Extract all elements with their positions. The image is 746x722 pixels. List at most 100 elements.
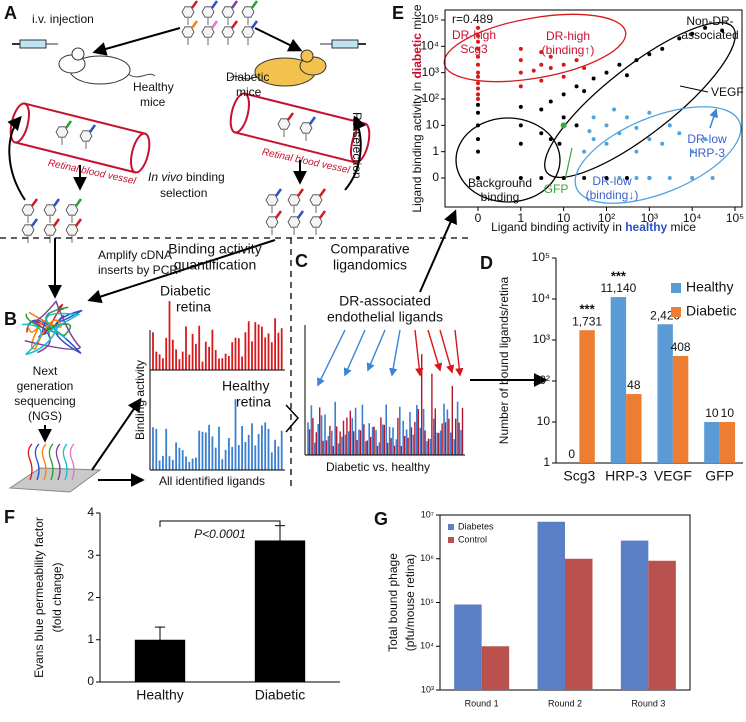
bar	[620, 540, 649, 690]
point	[667, 123, 672, 128]
point	[624, 115, 629, 120]
annotation: associated	[681, 28, 738, 42]
y-tick-label: 4	[87, 505, 94, 519]
point	[476, 97, 480, 101]
y-tick-label: 1	[432, 144, 439, 158]
panel-letter: D	[480, 253, 493, 273]
point	[582, 89, 587, 94]
y-tick-label: 10⁴	[531, 291, 550, 305]
bar	[481, 646, 510, 690]
legend-swatch	[671, 307, 681, 317]
phage	[79, 130, 93, 142]
y-axis-title: Evans blue permeability factor	[32, 517, 46, 678]
phage-ligand	[274, 188, 283, 197]
annotation: (binding↑)	[542, 43, 595, 57]
leader	[564, 147, 573, 181]
ellipse	[455, 117, 561, 203]
point	[574, 58, 579, 63]
chip	[8, 467, 102, 493]
point	[624, 73, 629, 78]
x-tick-label: Diabetic	[255, 687, 306, 703]
bar	[579, 330, 595, 463]
y-tick-label: 10⁵	[420, 597, 434, 607]
point	[476, 46, 480, 51]
point	[518, 104, 523, 109]
point	[677, 131, 682, 136]
x-tick-label: 10²	[598, 211, 615, 225]
point	[647, 52, 652, 57]
phage-ligand	[74, 218, 83, 227]
y-tick-label: 10³	[421, 684, 434, 694]
read	[69, 443, 75, 481]
point	[539, 107, 544, 112]
label: i.v. injection	[32, 12, 94, 26]
syringe-barrel	[331, 39, 359, 49]
pointer	[439, 329, 455, 374]
pointer	[427, 329, 443, 372]
bar	[704, 422, 720, 463]
point	[617, 62, 622, 67]
point	[476, 74, 480, 79]
annotation: (binding↓)	[586, 188, 639, 202]
phage-ligand	[74, 198, 83, 207]
point	[557, 141, 562, 146]
label: retina	[176, 299, 211, 315]
bar	[719, 422, 736, 463]
bar	[454, 604, 482, 690]
point	[647, 176, 652, 180]
point	[574, 123, 579, 128]
significance: ***	[611, 269, 627, 284]
point	[531, 68, 536, 73]
mouse-tail	[229, 75, 258, 80]
y-tick-label: 0	[87, 674, 94, 688]
mouse-tail	[127, 73, 156, 78]
legend-swatch	[448, 537, 454, 543]
point	[548, 99, 553, 104]
label: retina	[236, 394, 271, 410]
point	[476, 33, 480, 38]
pointer	[317, 329, 346, 387]
read	[27, 443, 33, 481]
label: DR-associated	[339, 293, 431, 309]
label: mice	[140, 95, 166, 109]
point	[634, 149, 639, 154]
phage-ligand	[274, 210, 283, 219]
phage	[241, 26, 255, 38]
point	[660, 46, 665, 51]
arrow	[92, 27, 181, 56]
vessel-end	[229, 92, 250, 134]
x-tick-label: 10⁴	[683, 211, 702, 225]
y-tick-label: 0	[432, 170, 439, 184]
point	[703, 25, 708, 30]
x-axis-title-part: Ligand binding activity in	[491, 220, 625, 234]
x-tick-label: 0	[475, 211, 482, 225]
label: mice	[236, 85, 262, 99]
annotation: Scg3	[460, 42, 488, 56]
phage-ligand	[88, 124, 97, 133]
legend-label: Healthy	[686, 279, 733, 295]
phage-ligand	[286, 112, 295, 121]
e-annotations: r=0.489 DR-high Scg3 DR-high (binding↑) …	[443, 12, 744, 204]
point	[476, 25, 480, 30]
point	[591, 137, 596, 142]
y-tick-label: 10⁵	[421, 12, 439, 26]
point	[539, 78, 544, 83]
phage-ligand	[52, 198, 61, 207]
bar	[648, 560, 676, 690]
label: Healthy	[133, 80, 174, 94]
significance: ***	[579, 302, 595, 317]
point	[604, 141, 609, 146]
x-tick-label: VEGF	[654, 468, 692, 484]
point	[582, 66, 587, 71]
point	[476, 110, 480, 115]
x-axis-title-part: mice	[667, 220, 696, 234]
label: endothelial ligands	[327, 309, 443, 325]
point	[582, 149, 587, 154]
pointer	[343, 329, 366, 377]
phage	[43, 224, 57, 236]
arrow	[91, 397, 142, 471]
phage-ligand	[190, 0, 199, 9]
label: All identified ligands	[159, 474, 265, 488]
